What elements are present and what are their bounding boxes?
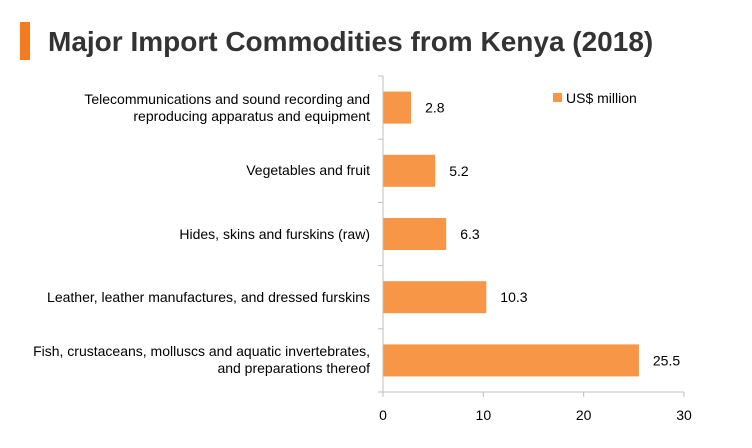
value-label-2: 6.3 — [460, 226, 480, 242]
value-label-1: 5.2 — [449, 163, 469, 179]
value-label-3: 10.3 — [500, 289, 527, 305]
category-label-2: Hides, skins and furskins (raw) — [179, 225, 370, 242]
bar-4 — [383, 344, 639, 377]
x-tick-label-3: 30 — [676, 407, 692, 423]
bar-3 — [383, 281, 487, 314]
title-accent-bar — [20, 22, 30, 60]
bar-0 — [383, 91, 412, 124]
chart-title: Major Import Commodities from Kenya (201… — [48, 26, 654, 57]
x-tick-label-2: 20 — [576, 407, 592, 423]
category-label-0: Telecommunications and sound recording a… — [84, 90, 370, 124]
category-label-1: Vegetables and fruit — [246, 162, 370, 179]
value-label-0: 2.8 — [425, 100, 445, 116]
x-tick-label-0: 0 — [379, 407, 387, 423]
legend: US$ million — [553, 90, 637, 106]
legend-swatch — [553, 93, 562, 102]
bar-2 — [383, 218, 447, 250]
bar-1 — [383, 154, 436, 187]
value-label-4: 25.5 — [653, 352, 680, 368]
legend-label: US$ million — [566, 90, 637, 106]
category-label-4: Fish, crustaceans, molluscs and aquatic … — [33, 343, 370, 377]
category-label-3: Leather, leather manufactures, and dress… — [47, 288, 370, 305]
x-tick-label-1: 10 — [476, 407, 492, 423]
